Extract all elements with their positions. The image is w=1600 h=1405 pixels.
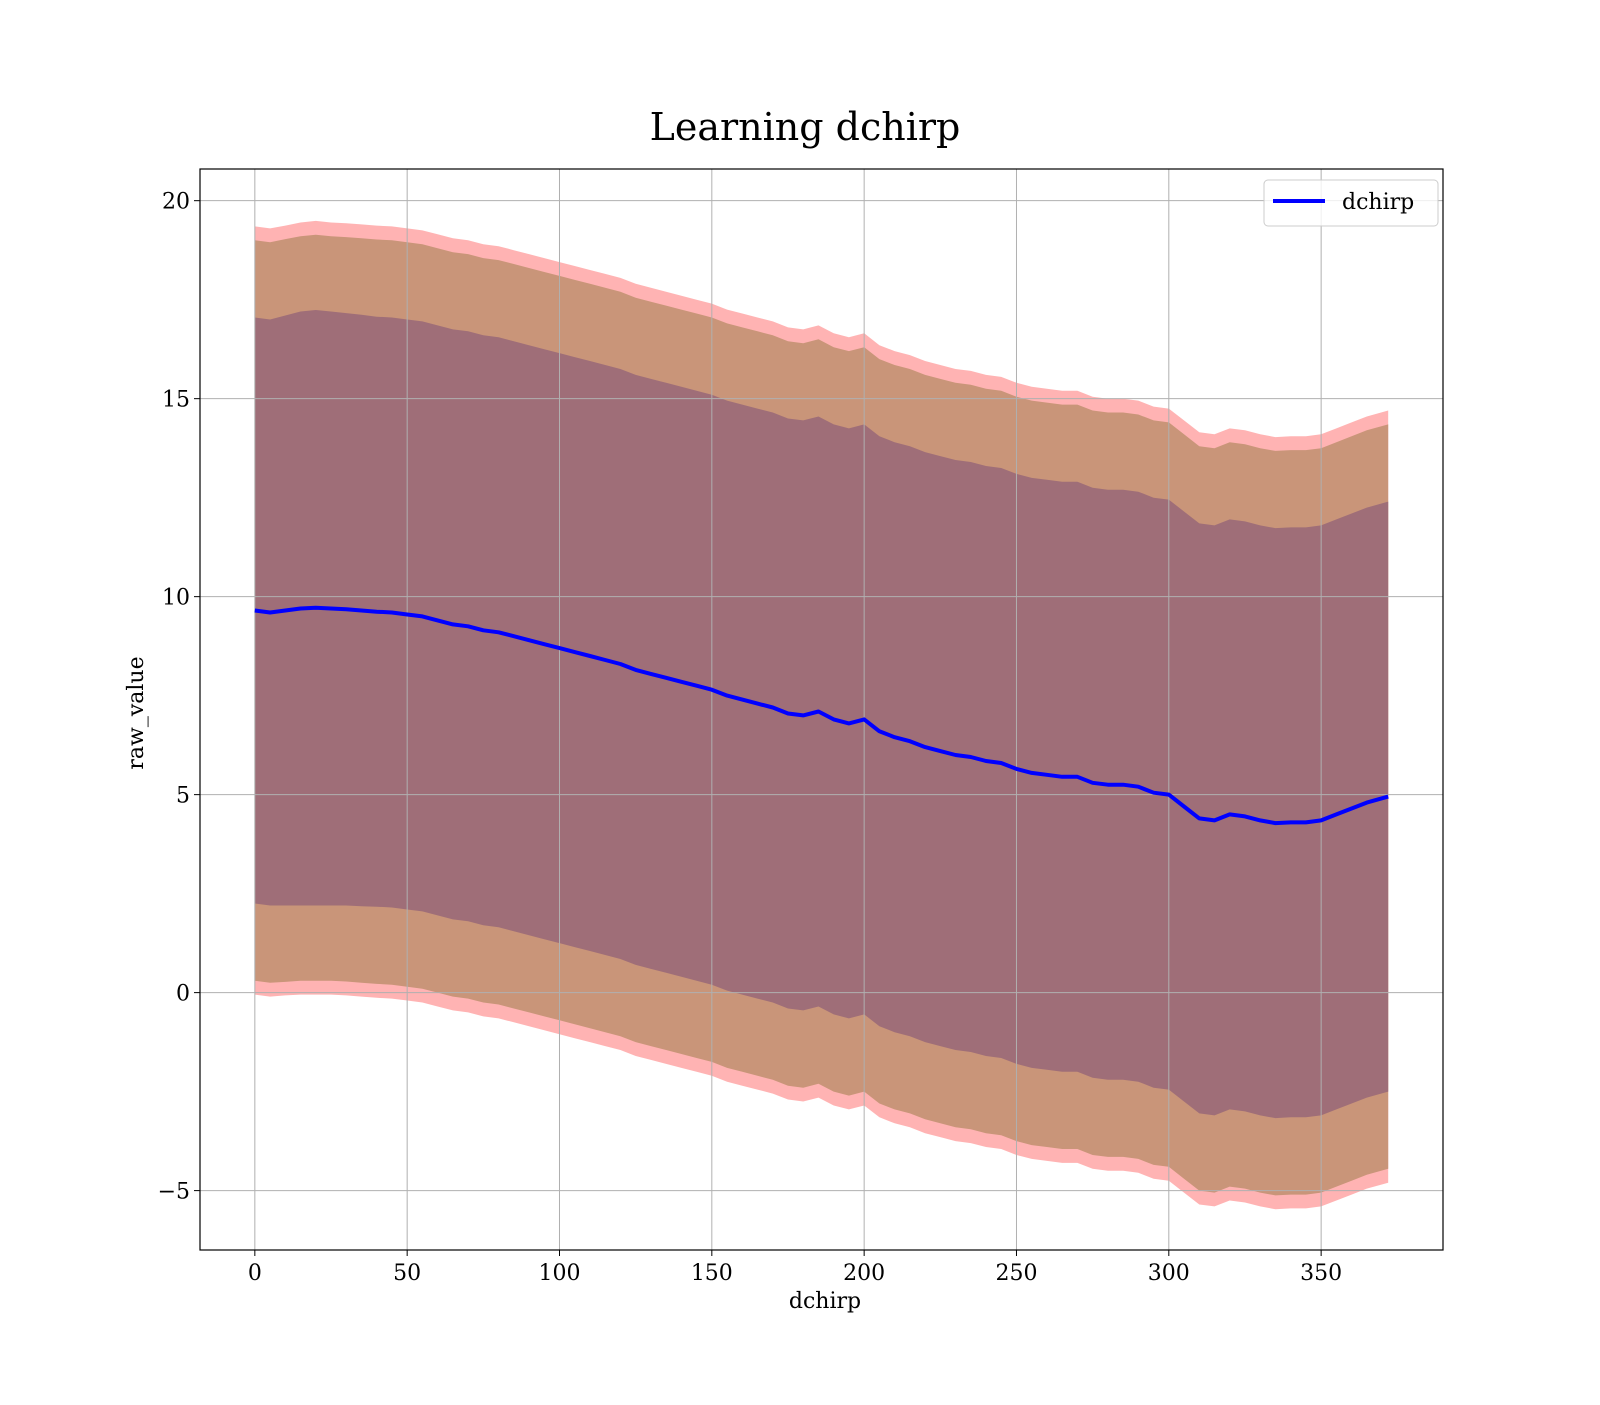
plot-frame: [199, 168, 1444, 1251]
dchirp-mean-line: [254, 605, 1389, 826]
y-axis-ticks: −5 0 5 10 15 20: [158, 190, 200, 1205]
x-tick-label: 0: [248, 1261, 262, 1286]
legend: dchirp: [1263, 179, 1439, 227]
y-tick-label: 10: [162, 586, 190, 611]
x-tick-label: 300: [1148, 1261, 1190, 1286]
y-tick-label: 0: [176, 982, 190, 1007]
legend-label: dchirp: [1342, 190, 1414, 215]
x-axis-label: dchirp: [789, 1289, 861, 1314]
x-tick-label: 250: [995, 1261, 1037, 1286]
x-tick-label: 350: [1300, 1261, 1342, 1286]
x-tick-label: 100: [538, 1261, 580, 1286]
x-axis-ticks: 0 50 100 150 200 250 300 350: [248, 1250, 1342, 1286]
y-tick-label: 20: [162, 190, 190, 215]
series-lines: [254, 605, 1389, 826]
x-tick-label: 150: [691, 1261, 733, 1286]
legend-box: [1263, 179, 1439, 227]
chart-title: Learning dchirp: [650, 105, 961, 149]
y-tick-label: 15: [162, 388, 190, 413]
y-tick-label: −5: [158, 1180, 190, 1205]
x-tick-label: 50: [393, 1261, 421, 1286]
x-tick-label: 200: [843, 1261, 885, 1286]
grid-lines: [200, 169, 1443, 1250]
y-axis-label: raw_value: [124, 656, 149, 769]
y-tick-label: 5: [176, 784, 190, 809]
